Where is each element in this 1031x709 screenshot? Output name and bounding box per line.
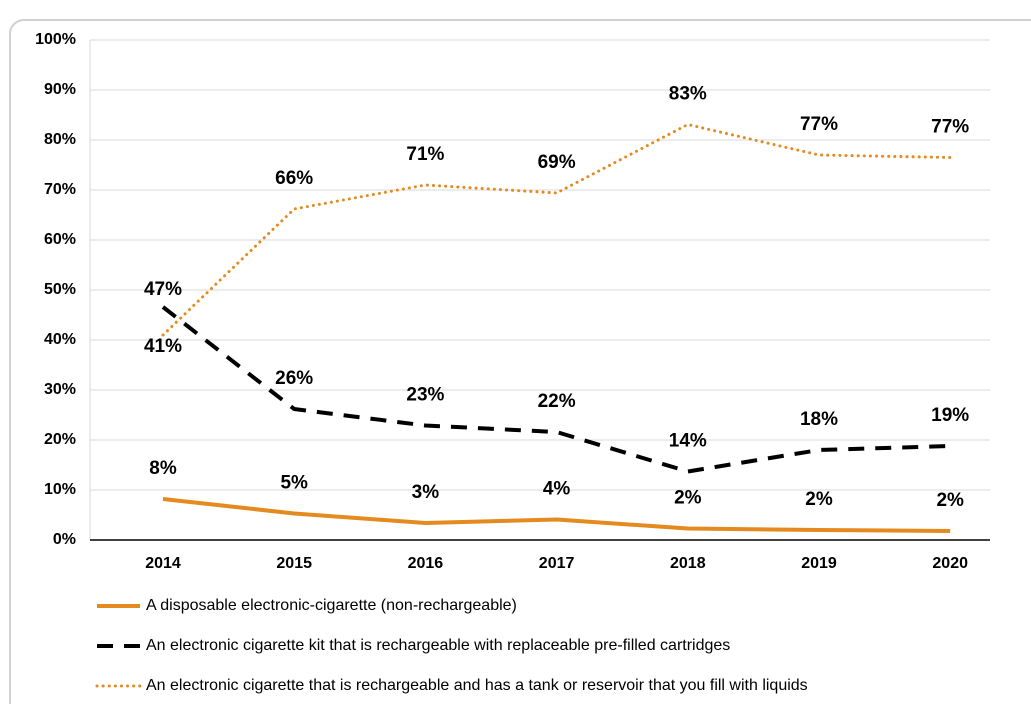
x-tick-label: 2017 — [539, 555, 575, 572]
y-tick-label: 0% — [53, 531, 76, 548]
x-tick-label: 2018 — [670, 555, 706, 572]
data-label: 3% — [412, 482, 440, 503]
x-tick-label: 2020 — [932, 555, 968, 572]
x-tick-label: 2016 — [408, 555, 444, 572]
y-tick-label: 100% — [35, 31, 76, 48]
y-tick-label: 10% — [44, 481, 76, 498]
data-label: 77% — [931, 117, 969, 138]
x-tick-label: 2015 — [276, 555, 312, 572]
legend-label: An electronic cigarette that is recharge… — [146, 677, 808, 694]
y-tick-label: 90% — [44, 81, 76, 98]
series-line — [161, 123, 952, 337]
data-label: 77% — [800, 114, 838, 135]
series-line — [161, 305, 951, 474]
data-label: 18% — [800, 409, 838, 430]
data-label: 2% — [936, 490, 964, 511]
data-label: 14% — [669, 431, 707, 452]
y-tick-label: 60% — [44, 231, 76, 248]
y-tick-label: 40% — [44, 331, 76, 348]
y-tick-label: 30% — [44, 381, 76, 398]
y-tick-label: 80% — [44, 131, 76, 148]
data-label: 66% — [275, 168, 313, 189]
x-tick-label: 2014 — [145, 555, 181, 572]
series-line — [162, 497, 951, 533]
legend-label: A disposable electronic-cigarette (non-r… — [146, 597, 517, 614]
data-label: 4% — [543, 479, 571, 500]
data-label: 41% — [144, 336, 182, 357]
x-tick-label: 2019 — [801, 555, 837, 572]
data-label: 71% — [406, 144, 444, 165]
data-label: 23% — [406, 385, 444, 406]
data-label: 69% — [538, 152, 576, 173]
y-tick-label: 70% — [44, 181, 76, 198]
chart-frame — [9, 19, 1031, 709]
y-tick-label: 50% — [44, 281, 76, 298]
data-label: 5% — [280, 473, 308, 494]
legend-label: An electronic cigarette kit that is rech… — [146, 637, 730, 654]
data-label: 19% — [931, 405, 969, 426]
data-label: 26% — [275, 368, 313, 389]
data-label: 2% — [805, 489, 833, 510]
data-label: 83% — [669, 84, 707, 105]
data-label: 22% — [538, 391, 576, 412]
data-label: 8% — [149, 458, 177, 479]
data-label: 2% — [674, 488, 702, 509]
data-label: 47% — [144, 279, 182, 300]
y-tick-label: 20% — [44, 431, 76, 448]
